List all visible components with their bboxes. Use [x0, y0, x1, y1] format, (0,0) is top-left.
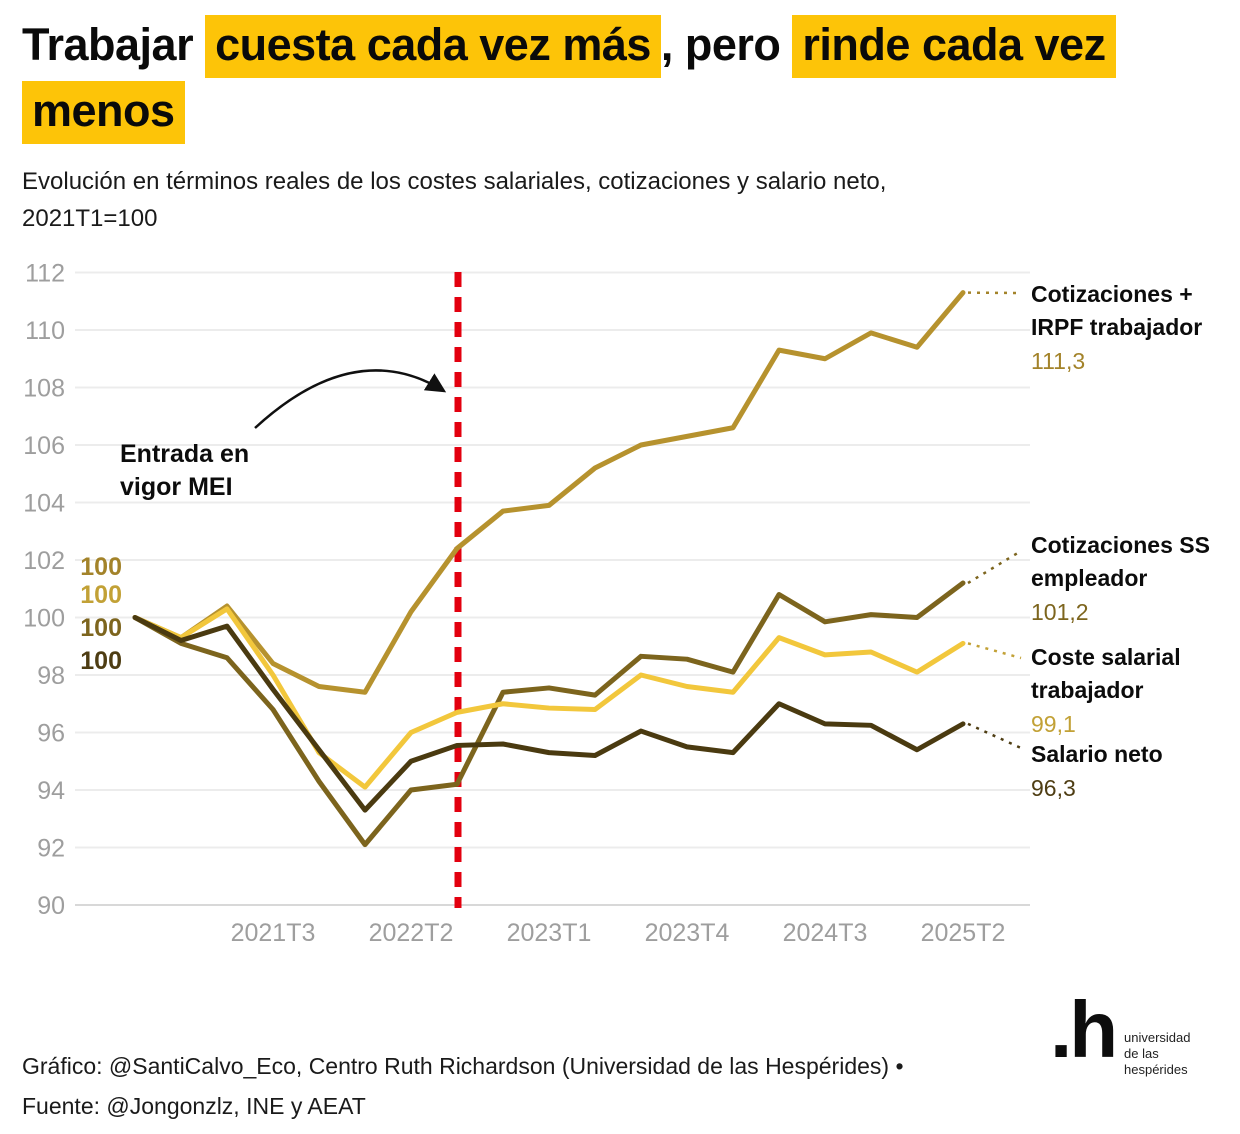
series-end-value: 111,3 — [1031, 348, 1086, 374]
svg-text:110: 110 — [25, 317, 65, 345]
series-label-line: Cotizaciones SS — [1031, 532, 1210, 558]
series-label-line: trabajador — [1031, 677, 1144, 703]
event-annotation: Entrada en vigor MEI — [120, 438, 249, 504]
svg-text:2023T1: 2023T1 — [507, 919, 592, 947]
annotation-line-1: Entrada en — [120, 440, 250, 468]
svg-text:2022T2: 2022T2 — [369, 919, 454, 947]
svg-text:102: 102 — [23, 547, 65, 575]
title-highlight-1: cuesta cada vez más — [205, 15, 661, 78]
logo-text-line: de las — [1124, 1046, 1159, 1061]
series-end-value: 99,1 — [1031, 711, 1076, 737]
title-plain-2: , pero — [660, 19, 793, 70]
annotation-line-2: vigor MEI — [120, 473, 233, 501]
svg-text:92: 92 — [37, 835, 65, 863]
logo-text-line: universidad — [1124, 1030, 1191, 1045]
svg-text:106: 106 — [23, 432, 65, 460]
page-title: Trabajar cuesta cada vez más, pero rinde… — [22, 12, 1212, 144]
svg-text:112: 112 — [25, 260, 65, 288]
svg-text:94: 94 — [37, 777, 65, 805]
title-line-1: Trabajar cuesta cada vez más, pero rinde… — [22, 12, 1212, 78]
series-label-cotizaciones-ss: Cotizaciones SS empleador 101,2 — [1031, 529, 1236, 629]
series-label-coste-salarial: Coste salarial trabajador 99,1 — [1031, 641, 1236, 741]
svg-text:100: 100 — [80, 614, 122, 642]
series-end-value: 101,2 — [1031, 599, 1089, 625]
svg-text:98: 98 — [37, 662, 65, 690]
svg-text:96: 96 — [37, 720, 65, 748]
university-logo-mark: .h — [1050, 985, 1118, 1074]
svg-text:100: 100 — [80, 553, 122, 581]
svg-text:104: 104 — [23, 490, 65, 518]
series-label-cotizaciones-irpf: Cotizaciones + IRPF trabajador 111,3 — [1031, 278, 1236, 378]
series-label-line: Cotizaciones + — [1031, 281, 1193, 307]
title-line-2: menos — [22, 78, 1212, 144]
title-highlight-3: menos — [22, 81, 185, 144]
svg-text:2021T3: 2021T3 — [231, 919, 316, 947]
svg-text:2024T3: 2024T3 — [783, 919, 868, 947]
svg-text:90: 90 — [37, 892, 65, 920]
series-label-line: IRPF trabajador — [1031, 314, 1203, 340]
series-end-value: 96,3 — [1031, 775, 1076, 801]
svg-text:100: 100 — [23, 605, 65, 633]
subtitle-line-1: Evolución en términos reales de los cost… — [22, 168, 887, 195]
subtitle-line-2: 2021T1=100 — [22, 205, 158, 232]
svg-text:100: 100 — [80, 581, 122, 609]
svg-text:2023T4: 2023T4 — [645, 919, 730, 947]
series-label-line: Salario neto — [1031, 741, 1163, 767]
credit-line-2: Fuente: @Jongonzlz, INE y AEAT — [22, 1093, 366, 1119]
series-label-line: Coste salarial — [1031, 644, 1181, 670]
chart-subtitle: Evolución en términos reales de los cost… — [22, 163, 1172, 237]
logo-text-line: hespérides — [1124, 1062, 1188, 1077]
svg-text:2025T2: 2025T2 — [921, 919, 1006, 947]
university-logo-text: universidad de las hespérides — [1124, 1030, 1191, 1078]
svg-text:100: 100 — [80, 647, 122, 675]
title-highlight-2: rinde cada vez — [792, 15, 1116, 78]
svg-text:108: 108 — [23, 375, 65, 403]
credit-line-1: Gráfico: @SantiCalvo_Eco, Centro Ruth Ri… — [22, 1053, 904, 1079]
source-credits: Gráfico: @SantiCalvo_Eco, Centro Ruth Ri… — [22, 1046, 1042, 1126]
series-label-line: empleador — [1031, 565, 1148, 591]
series-label-salario-neto: Salario neto 96,3 — [1031, 738, 1236, 805]
title-plain-1: Trabajar — [22, 19, 206, 70]
